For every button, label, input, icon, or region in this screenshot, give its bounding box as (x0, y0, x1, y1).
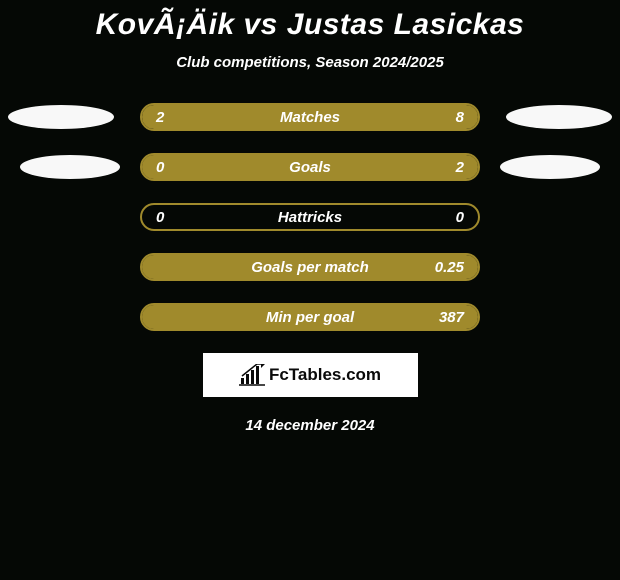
stat-bar: 0 Goals 2 (140, 153, 480, 181)
stats-list: 2 Matches 8 0 Goals 2 0 Hattricks 0 Goals per mat… (0, 103, 620, 331)
player-left-ellipse (20, 155, 120, 179)
bar-chart-icon (239, 364, 265, 386)
stat-value-right: 2 (456, 159, 464, 176)
stat-value-right: 0.25 (435, 259, 464, 276)
stat-row: Min per goal 387 (0, 303, 620, 331)
logo-text: FcTables.com (269, 365, 381, 385)
player-right-ellipse (506, 105, 612, 129)
stat-bar: 2 Matches 8 (140, 103, 480, 131)
stat-label: Goals (289, 159, 331, 176)
player-right-ellipse (500, 155, 600, 179)
stat-label: Goals per match (251, 259, 369, 276)
stat-value-left: 2 (156, 109, 164, 126)
stat-label: Min per goal (266, 309, 354, 326)
stat-bar: Min per goal 387 (140, 303, 480, 331)
stat-row: 0 Goals 2 (0, 153, 620, 181)
stat-row: 2 Matches 8 (0, 103, 620, 131)
stat-value-right: 8 (456, 109, 464, 126)
page-title: KovÃ¡Äik vs Justas Lasickas (0, 8, 620, 42)
stat-label: Matches (280, 109, 340, 126)
stat-bar: 0 Hattricks 0 (140, 203, 480, 231)
stat-row: Goals per match 0.25 (0, 253, 620, 281)
stat-value-right: 387 (439, 309, 464, 326)
stat-value-left: 0 (156, 159, 164, 176)
stat-row: 0 Hattricks 0 (0, 203, 620, 231)
comparison-card: KovÃ¡Äik vs Justas Lasickas Club competi… (0, 0, 620, 434)
stat-bar: Goals per match 0.25 (140, 253, 480, 281)
date-label: 14 december 2024 (0, 417, 620, 434)
logo-badge: FcTables.com (203, 353, 418, 397)
stat-fill-left (142, 105, 209, 129)
player-left-ellipse (8, 105, 114, 129)
stat-value-left: 0 (156, 209, 164, 226)
stat-value-right: 0 (456, 209, 464, 226)
stat-fill-right (209, 105, 478, 129)
stat-label: Hattricks (278, 209, 342, 226)
subtitle: Club competitions, Season 2024/2025 (0, 54, 620, 71)
